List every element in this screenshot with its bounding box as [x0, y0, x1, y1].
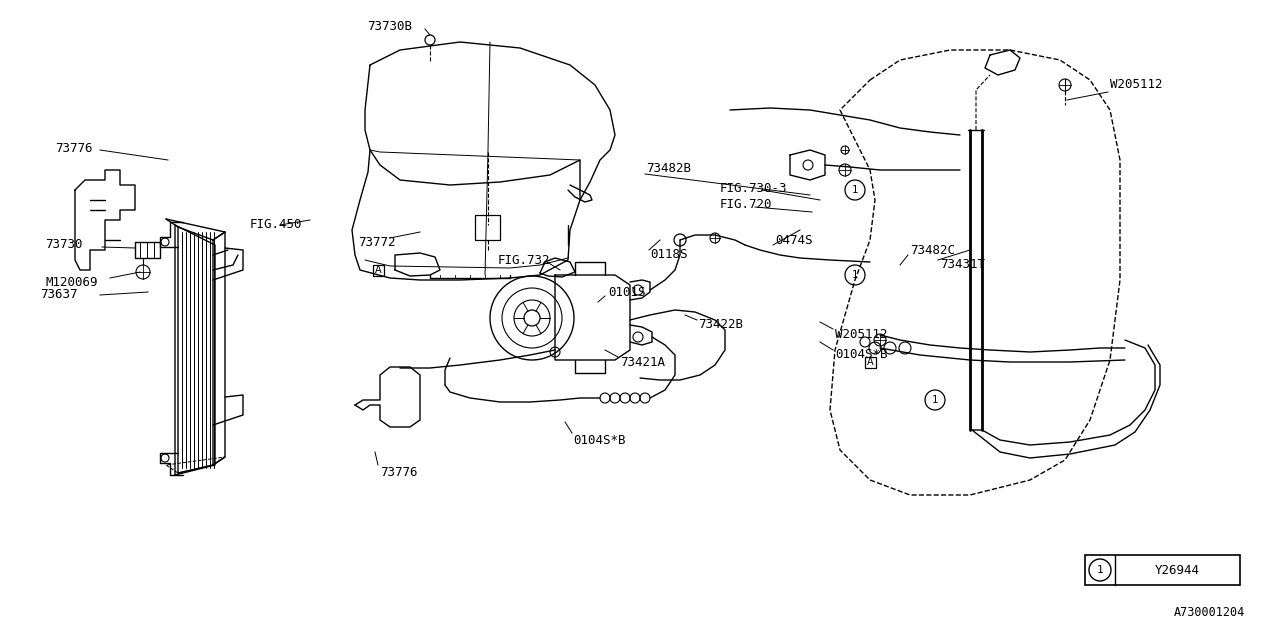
Text: 1: 1 — [852, 270, 858, 280]
Bar — [864, 356, 876, 367]
Bar — [475, 215, 500, 240]
Text: 0104S*B: 0104S*B — [573, 433, 626, 447]
Text: 73776: 73776 — [55, 141, 92, 154]
Text: A: A — [867, 357, 873, 367]
Text: Y26944: Y26944 — [1155, 563, 1199, 577]
Text: 73431T: 73431T — [940, 259, 986, 271]
Text: 73421A: 73421A — [620, 355, 666, 369]
Text: 0101S: 0101S — [608, 285, 645, 298]
Text: FIG.730-3: FIG.730-3 — [719, 182, 787, 195]
Text: 73482B: 73482B — [646, 161, 691, 175]
Text: FIG.720: FIG.720 — [719, 198, 773, 211]
Text: 0118S: 0118S — [650, 248, 687, 262]
Text: FIG.450: FIG.450 — [250, 218, 302, 232]
Text: W205112: W205112 — [1110, 79, 1162, 92]
Text: 73422B: 73422B — [698, 317, 742, 330]
Text: 73637: 73637 — [40, 289, 78, 301]
Text: 1: 1 — [852, 185, 858, 195]
Text: 73772: 73772 — [358, 236, 396, 248]
Text: M120069: M120069 — [45, 275, 97, 289]
Text: 73730: 73730 — [45, 239, 82, 252]
Text: 0474S: 0474S — [774, 234, 813, 246]
Bar — [1085, 555, 1240, 585]
Text: A: A — [375, 265, 381, 275]
Bar — [372, 264, 384, 275]
Text: 73776: 73776 — [380, 465, 417, 479]
Text: W205112: W205112 — [835, 328, 887, 342]
Text: 73730B: 73730B — [367, 20, 412, 33]
Text: A730001204: A730001204 — [1174, 605, 1245, 618]
Text: 1: 1 — [932, 395, 938, 405]
Text: 73482C: 73482C — [910, 243, 955, 257]
Text: 1: 1 — [1097, 565, 1103, 575]
Text: FIG.732: FIG.732 — [498, 253, 550, 266]
Text: 0104S*B: 0104S*B — [835, 349, 887, 362]
